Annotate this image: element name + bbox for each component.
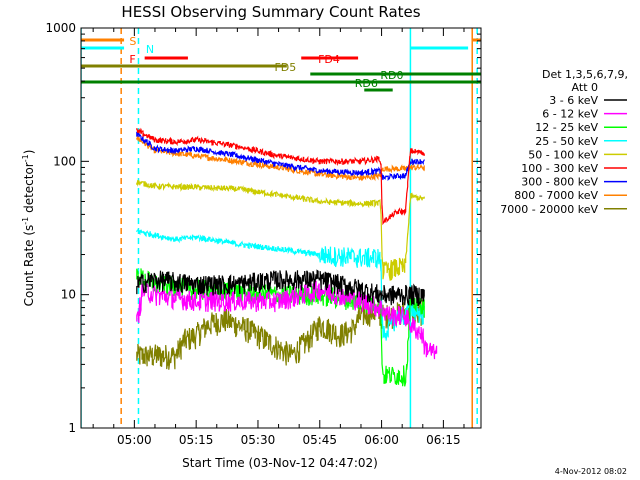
- plot-frame: [80, 27, 482, 429]
- legend-label-3: 25 - 50 keV: [535, 135, 598, 148]
- x-tick-label-2: 05:30: [241, 433, 276, 447]
- x-tick-label-1: 05:15: [179, 433, 214, 447]
- y-tick-label-1: 10: [61, 288, 76, 302]
- legend-label-8: 7000 - 20000 keV: [500, 203, 598, 216]
- y-tick-label-0: 1: [68, 421, 76, 435]
- legend-header-line2: Att 0: [572, 81, 598, 94]
- x-axis-label: Start Time (03-Nov-12 04:47:02): [182, 456, 378, 470]
- axes: 1 10 100 1000 05:00 05:15 05:30 05:45 06:00 06:15: [45, 21, 481, 447]
- series-line-6: [136, 131, 425, 182]
- x-tick-label-4: 06:00: [364, 433, 399, 447]
- series-line-0: [136, 269, 425, 307]
- legend-label-6: 300 - 800 keV: [521, 176, 598, 189]
- y-axis-label-close: ): [22, 150, 36, 155]
- flag-label-1: N: [146, 43, 154, 56]
- y-axis-label: Count Rate (s-1 detector-1): [21, 150, 36, 307]
- series-line-3: [136, 229, 425, 341]
- flag-label-0: S: [129, 35, 136, 48]
- y-tick-label-2: 100: [53, 154, 76, 168]
- y-axis-label-exp2: -1: [21, 154, 30, 162]
- x-tick-label-5: 06:15: [426, 433, 461, 447]
- footer-timestamp: 4-Nov-2012 08:02: [555, 467, 627, 476]
- legend-label-4: 50 - 100 keV: [528, 148, 598, 161]
- series-line-1: [136, 280, 438, 360]
- y-axis-label-mid: detector: [22, 162, 36, 217]
- legend-label-7: 800 - 7000 keV: [514, 189, 598, 202]
- y-axis-label-exp: -1: [21, 217, 30, 225]
- series-line-5: [136, 127, 425, 226]
- y-axis-label-prefix: Count Rate (s: [22, 225, 36, 307]
- flag-label-6: RD6: [355, 77, 378, 90]
- x-tick-label-0: 05:00: [117, 433, 152, 447]
- legend-label-1: 6 - 12 keV: [542, 108, 598, 121]
- legend-header-line1: Det 1,3,5,6,7,9,: [542, 68, 628, 81]
- flag-label-5: RD0: [380, 69, 403, 82]
- x-tick-label-3: 05:45: [302, 433, 337, 447]
- y-tick-label-3: 1000: [45, 21, 76, 35]
- flag-label-3: FD4: [318, 53, 340, 66]
- legend-label-5: 100 - 300 keV: [521, 162, 598, 175]
- legend-label-2: 12 - 25 keV: [535, 121, 598, 134]
- plot-area: [81, 28, 481, 428]
- flag-label-4: FD5: [274, 61, 296, 74]
- legend-label-0: 3 - 6 keV: [549, 94, 598, 107]
- chart-title: HESSI Observing Summary Count Rates: [121, 3, 420, 21]
- series-line-4: [136, 179, 425, 281]
- flag-label-2: F: [129, 53, 135, 66]
